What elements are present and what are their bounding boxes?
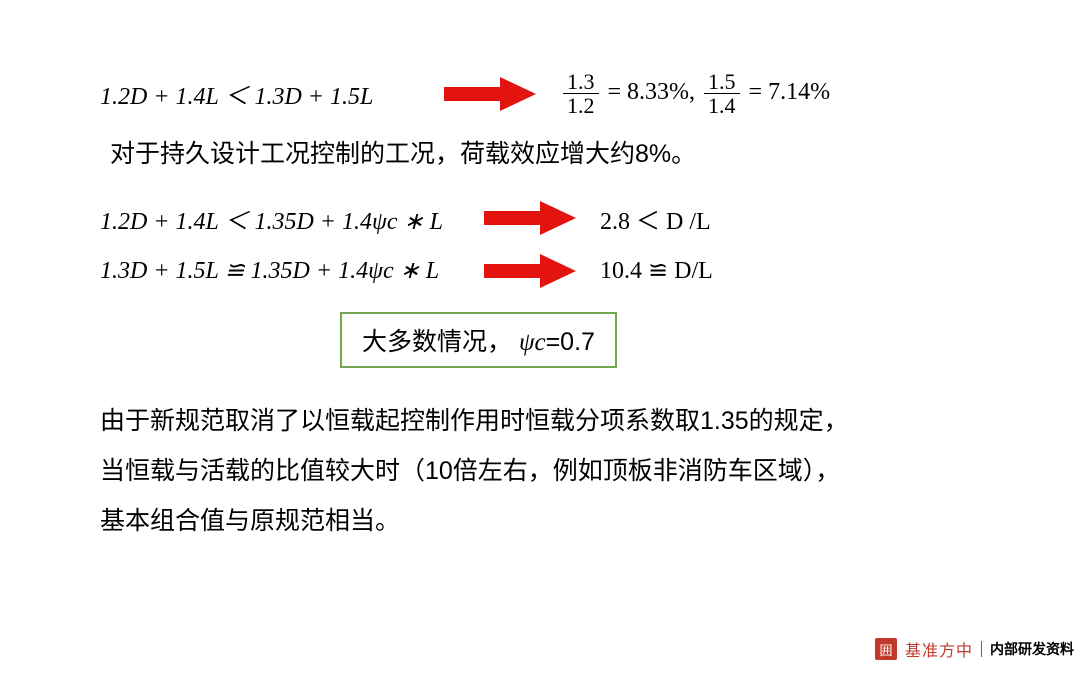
eq3-right: 10.4 ≌ D/L: [600, 256, 713, 285]
separator: [981, 641, 982, 657]
footer: 囲 基准方中 内部研发资料: [875, 637, 1080, 661]
paragraph: 由于新规范取消了以恒载起控制作用时恒载分项系数取1.35的规定， 当恒载与活载的…: [100, 396, 990, 546]
arrow-icon: [444, 77, 536, 111]
eq2-left: 1.2D + 1.4L ＜ 1.35D + 1.4ψc ∗ L: [100, 201, 460, 236]
equation-row-3: 1.3D + 1.5L ≌ 1.35D + 1.4ψc ∗ L 10.4 ≌ D…: [100, 254, 990, 288]
arrow-icon: [484, 201, 576, 235]
brand-text: 基准方中: [905, 637, 973, 661]
fraction-2: 1.5 1.4: [704, 70, 740, 117]
tag-text: 内部研发资料: [990, 639, 1080, 659]
slide-content: 1.2D + 1.4L ＜ 1.3D + 1.5L 1.3 1.2 = 8.33…: [0, 0, 1080, 546]
arrow-icon: [484, 254, 576, 288]
equation-row-1: 1.2D + 1.4L ＜ 1.3D + 1.5L 1.3 1.2 = 8.33…: [100, 70, 990, 117]
equation-row-2: 1.2D + 1.4L ＜ 1.35D + 1.4ψc ∗ L 2.8 ＜ D …: [100, 201, 990, 236]
para-line-3: 基本组合值与原规范相当。: [100, 496, 990, 546]
logo-icon: 囲: [875, 638, 897, 660]
para-line-2: 当恒载与活载的比值较大时（10倍左右，例如顶板非消防车区域），: [100, 446, 990, 496]
eq1-left: 1.2D + 1.4L ＜ 1.3D + 1.5L: [100, 76, 420, 111]
fraction-1: 1.3 1.2: [563, 70, 599, 117]
eq3-left: 1.3D + 1.5L ≌ 1.35D + 1.4ψc ∗ L: [100, 256, 460, 285]
eq2-right: 2.8 ＜ D /L: [600, 201, 711, 236]
eq1-right: 1.3 1.2 = 8.33%, 1.5 1.4 = 7.14%: [560, 70, 830, 117]
highlight-box: 大多数情况， ψc=0.7: [340, 312, 617, 368]
text-line-1: 对于持久设计工况控制的工况，荷载效应增大约8%。: [110, 131, 990, 179]
para-line-1: 由于新规范取消了以恒载起控制作用时恒载分项系数取1.35的规定，: [100, 396, 990, 446]
